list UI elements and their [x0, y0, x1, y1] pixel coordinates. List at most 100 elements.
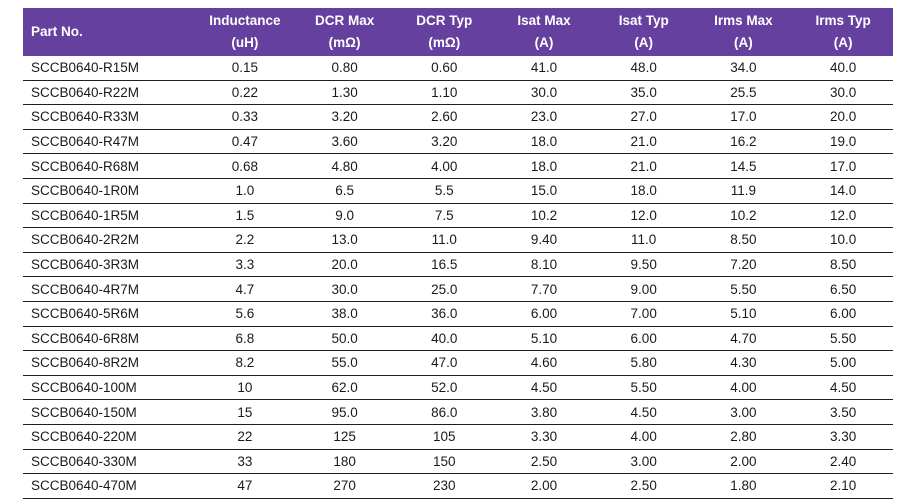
part-no-cell: SCCB0640-2R2M — [23, 227, 196, 253]
value-cell: 4.00 — [394, 153, 495, 179]
value-cell: 18.0 — [593, 178, 694, 204]
value-cell: 14.5 — [693, 153, 794, 179]
value-cell: 7.5 — [394, 203, 495, 229]
value-cell: 30.0 — [793, 80, 893, 106]
value-cell: 3.30 — [793, 424, 893, 450]
part-no-cell: SCCB0640-330M — [23, 449, 196, 475]
value-cell: 8.50 — [693, 227, 794, 253]
value-cell: 17.0 — [793, 153, 893, 179]
table-row: SCCB0640-4R7M 4.7 30.0 25.0 7.70 9.00 5.50 6.50 — [23, 276, 893, 302]
part-no-cell: SCCB0640-R33M — [23, 104, 196, 130]
part-no-cell: SCCB0640-R22M — [23, 80, 196, 106]
value-cell: 5.10 — [693, 301, 794, 327]
value-cell: 16.5 — [394, 252, 495, 278]
value-cell: 47.0 — [394, 350, 495, 376]
table-row: SCCB0640-5R6M 5.6 38.0 36.0 6.00 7.00 5.10 6.00 — [23, 301, 893, 327]
value-cell: 7.00 — [593, 301, 694, 327]
value-cell: 3.00 — [693, 399, 794, 425]
part-no-cell: SCCB0640-4R7M — [23, 276, 196, 302]
value-cell: 50.0 — [294, 326, 395, 352]
column-label: Part No. — [31, 23, 83, 39]
value-cell: 3.20 — [394, 129, 495, 155]
value-cell: 20.0 — [793, 104, 893, 130]
value-cell: 14.0 — [793, 178, 893, 204]
value-cell: 30.0 — [294, 276, 395, 302]
part-no-cell: SCCB0640-R68M — [23, 153, 196, 179]
part-no-cell: SCCB0640-1R0M — [23, 178, 196, 204]
value-cell: 10.2 — [494, 203, 594, 229]
value-cell: 180 — [294, 449, 395, 475]
table-row: SCCB0640-100M 10 62.0 52.0 4.50 5.50 4.00 4.50 — [23, 375, 893, 401]
column-label: Inductance — [209, 12, 281, 28]
table-row: SCCB0640-3R3M 3.3 20.0 16.5 8.10 9.50 7.20 8.50 — [23, 252, 893, 278]
value-cell: 21.0 — [593, 129, 694, 155]
value-cell: 48.0 — [593, 56, 694, 81]
value-cell: 25.0 — [394, 276, 495, 302]
value-cell: 4.70 — [693, 326, 794, 352]
part-no-cell: SCCB0640-3R3M — [23, 252, 196, 278]
value-cell: 23.0 — [494, 104, 594, 130]
value-cell: 9.0 — [294, 203, 395, 229]
table-row: SCCB0640-R15M 0.15 0.80 0.60 41.0 48.0 34.0 40.… — [23, 56, 893, 81]
part-no-cell: SCCB0640-220M — [23, 424, 196, 450]
value-cell: 33 — [195, 449, 295, 475]
value-cell: 3.20 — [294, 104, 395, 130]
column-unit: (mΩ) — [328, 35, 361, 50]
table-header: Part No. Inductance (uH) DCR Max (mΩ) DC… — [23, 8, 893, 56]
value-cell: 4.50 — [793, 375, 893, 401]
column-unit: (A) — [734, 35, 753, 50]
value-cell: 6.00 — [793, 301, 893, 327]
spec-table-body: SCCB0640-R15M 0.15 0.80 0.60 41.0 48.0 34.0 40.… — [23, 56, 893, 499]
value-cell: 3.00 — [593, 449, 694, 475]
value-cell: 3.50 — [793, 399, 893, 425]
part-no-cell: SCCB0640-150M — [23, 399, 196, 425]
value-cell: 5.50 — [793, 326, 893, 352]
value-cell: 9.00 — [593, 276, 694, 302]
table-row: SCCB0640-1R0M 1.0 6.5 5.5 15.0 18.0 11.9 14.0 — [23, 178, 893, 204]
value-cell: 1.30 — [294, 80, 395, 106]
value-cell: 35.0 — [593, 80, 694, 106]
value-cell: 3.60 — [294, 129, 395, 155]
value-cell: 3.30 — [494, 424, 594, 450]
value-cell: 10.2 — [693, 203, 794, 229]
column-header-inductance: Inductance (uH) — [195, 8, 295, 56]
part-no-cell: SCCB0640-5R6M — [23, 301, 196, 327]
value-cell: 4.00 — [693, 375, 794, 401]
value-cell: 4.7 — [195, 276, 295, 302]
part-no-cell: SCCB0640-1R5M — [23, 203, 196, 229]
header-row: Part No. Inductance (uH) DCR Max (mΩ) DC… — [23, 8, 893, 56]
value-cell: 30.0 — [494, 80, 594, 106]
column-header-isat-typ: Isat Typ (A) — [593, 8, 694, 56]
value-cell: 21.0 — [593, 153, 694, 179]
value-cell: 40.0 — [793, 56, 893, 81]
value-cell: 2.10 — [793, 473, 893, 499]
value-cell: 11.0 — [593, 227, 694, 253]
column-label: Irms Typ — [815, 12, 871, 28]
value-cell: 2.00 — [494, 473, 594, 499]
column-label: Irms Max — [714, 12, 773, 28]
column-label: DCR Max — [314, 12, 375, 28]
value-cell: 18.0 — [494, 129, 594, 155]
value-cell: 15.0 — [494, 178, 594, 204]
value-cell: 47 — [195, 473, 295, 499]
value-cell: 10.0 — [793, 227, 893, 253]
value-cell: 12.0 — [593, 203, 694, 229]
value-cell: 16.2 — [693, 129, 794, 155]
value-cell: 2.50 — [494, 449, 594, 475]
table-row: SCCB0640-330M 33 180 150 2.50 3.00 2.00 2.40 — [23, 449, 893, 475]
value-cell: 4.60 — [494, 350, 594, 376]
value-cell: 12.0 — [793, 203, 893, 229]
value-cell: 34.0 — [693, 56, 794, 81]
value-cell: 150 — [394, 449, 495, 475]
value-cell: 5.80 — [593, 350, 694, 376]
column-label: DCR Typ — [416, 12, 473, 28]
table-row: SCCB0640-2R2M 2.2 13.0 11.0 9.40 11.0 8.50 10.0 — [23, 227, 893, 253]
column-header-part-no: Part No. — [23, 8, 196, 56]
table-row: SCCB0640-R22M 0.22 1.30 1.10 30.0 35.0 25.5 30.… — [23, 80, 893, 106]
value-cell: 6.00 — [494, 301, 594, 327]
value-cell: 10 — [195, 375, 295, 401]
column-header-dcr-typ: DCR Typ (mΩ) — [394, 8, 495, 56]
column-header-dcr-max: DCR Max (mΩ) — [294, 8, 395, 56]
value-cell: 95.0 — [294, 399, 395, 425]
